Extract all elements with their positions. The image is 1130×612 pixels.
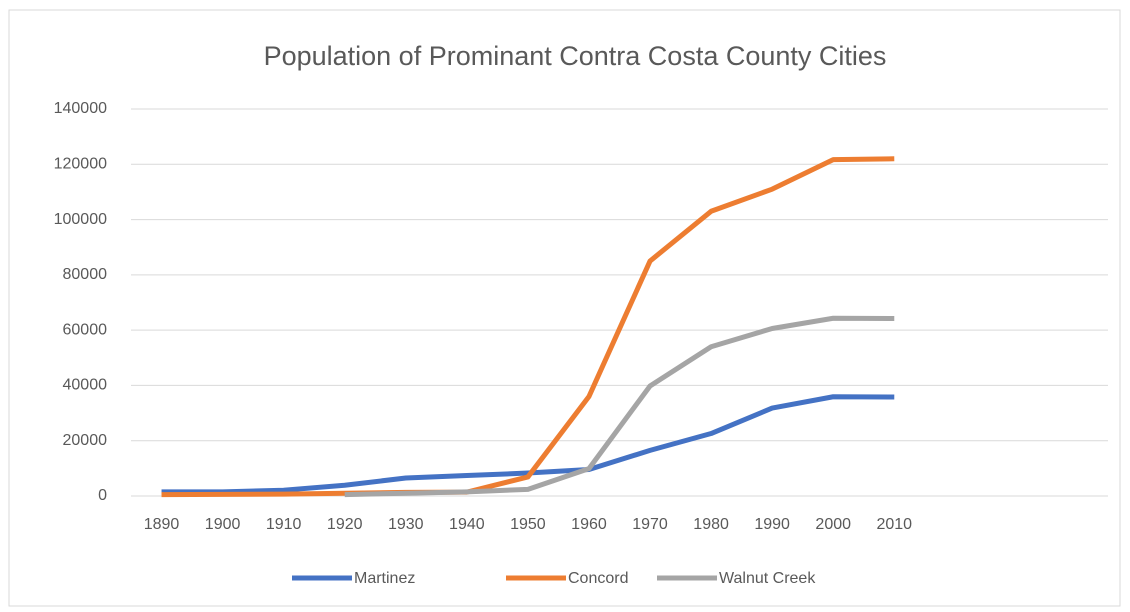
legend-label: Walnut Creek <box>719 570 816 587</box>
x-tick-label: 2000 <box>815 516 851 533</box>
x-tick-label: 1930 <box>388 516 424 533</box>
x-tick-label: 1900 <box>205 516 241 533</box>
legend-label: Concord <box>568 570 628 587</box>
y-tick-label: 40000 <box>63 377 108 394</box>
x-tick-label: 1890 <box>144 516 180 533</box>
x-tick-label: 1960 <box>571 516 607 533</box>
x-tick-label: 1990 <box>754 516 790 533</box>
x-tick-label: 1970 <box>632 516 668 533</box>
x-tick-label: 1950 <box>510 516 546 533</box>
line-series <box>344 315 895 498</box>
y-tick-label: 100000 <box>54 211 107 228</box>
legend-label: Martinez <box>354 570 415 587</box>
y-tick-label: 80000 <box>63 266 108 283</box>
line-series <box>161 156 895 498</box>
x-tick-label: 2010 <box>876 516 912 533</box>
chart-title: Population of Prominant Contra Costa Cou… <box>264 41 887 71</box>
y-tick-label: 60000 <box>63 321 108 338</box>
x-tick-label: 1980 <box>693 516 729 533</box>
x-tick-label: 1920 <box>327 516 363 533</box>
x-tick-label: 1940 <box>449 516 485 533</box>
y-tick-label: 20000 <box>63 432 108 449</box>
y-tick-label: 120000 <box>54 156 107 173</box>
x-tick-label: 1910 <box>266 516 302 533</box>
y-tick-label: 0 <box>98 487 107 504</box>
y-tick-label: 140000 <box>54 100 107 117</box>
